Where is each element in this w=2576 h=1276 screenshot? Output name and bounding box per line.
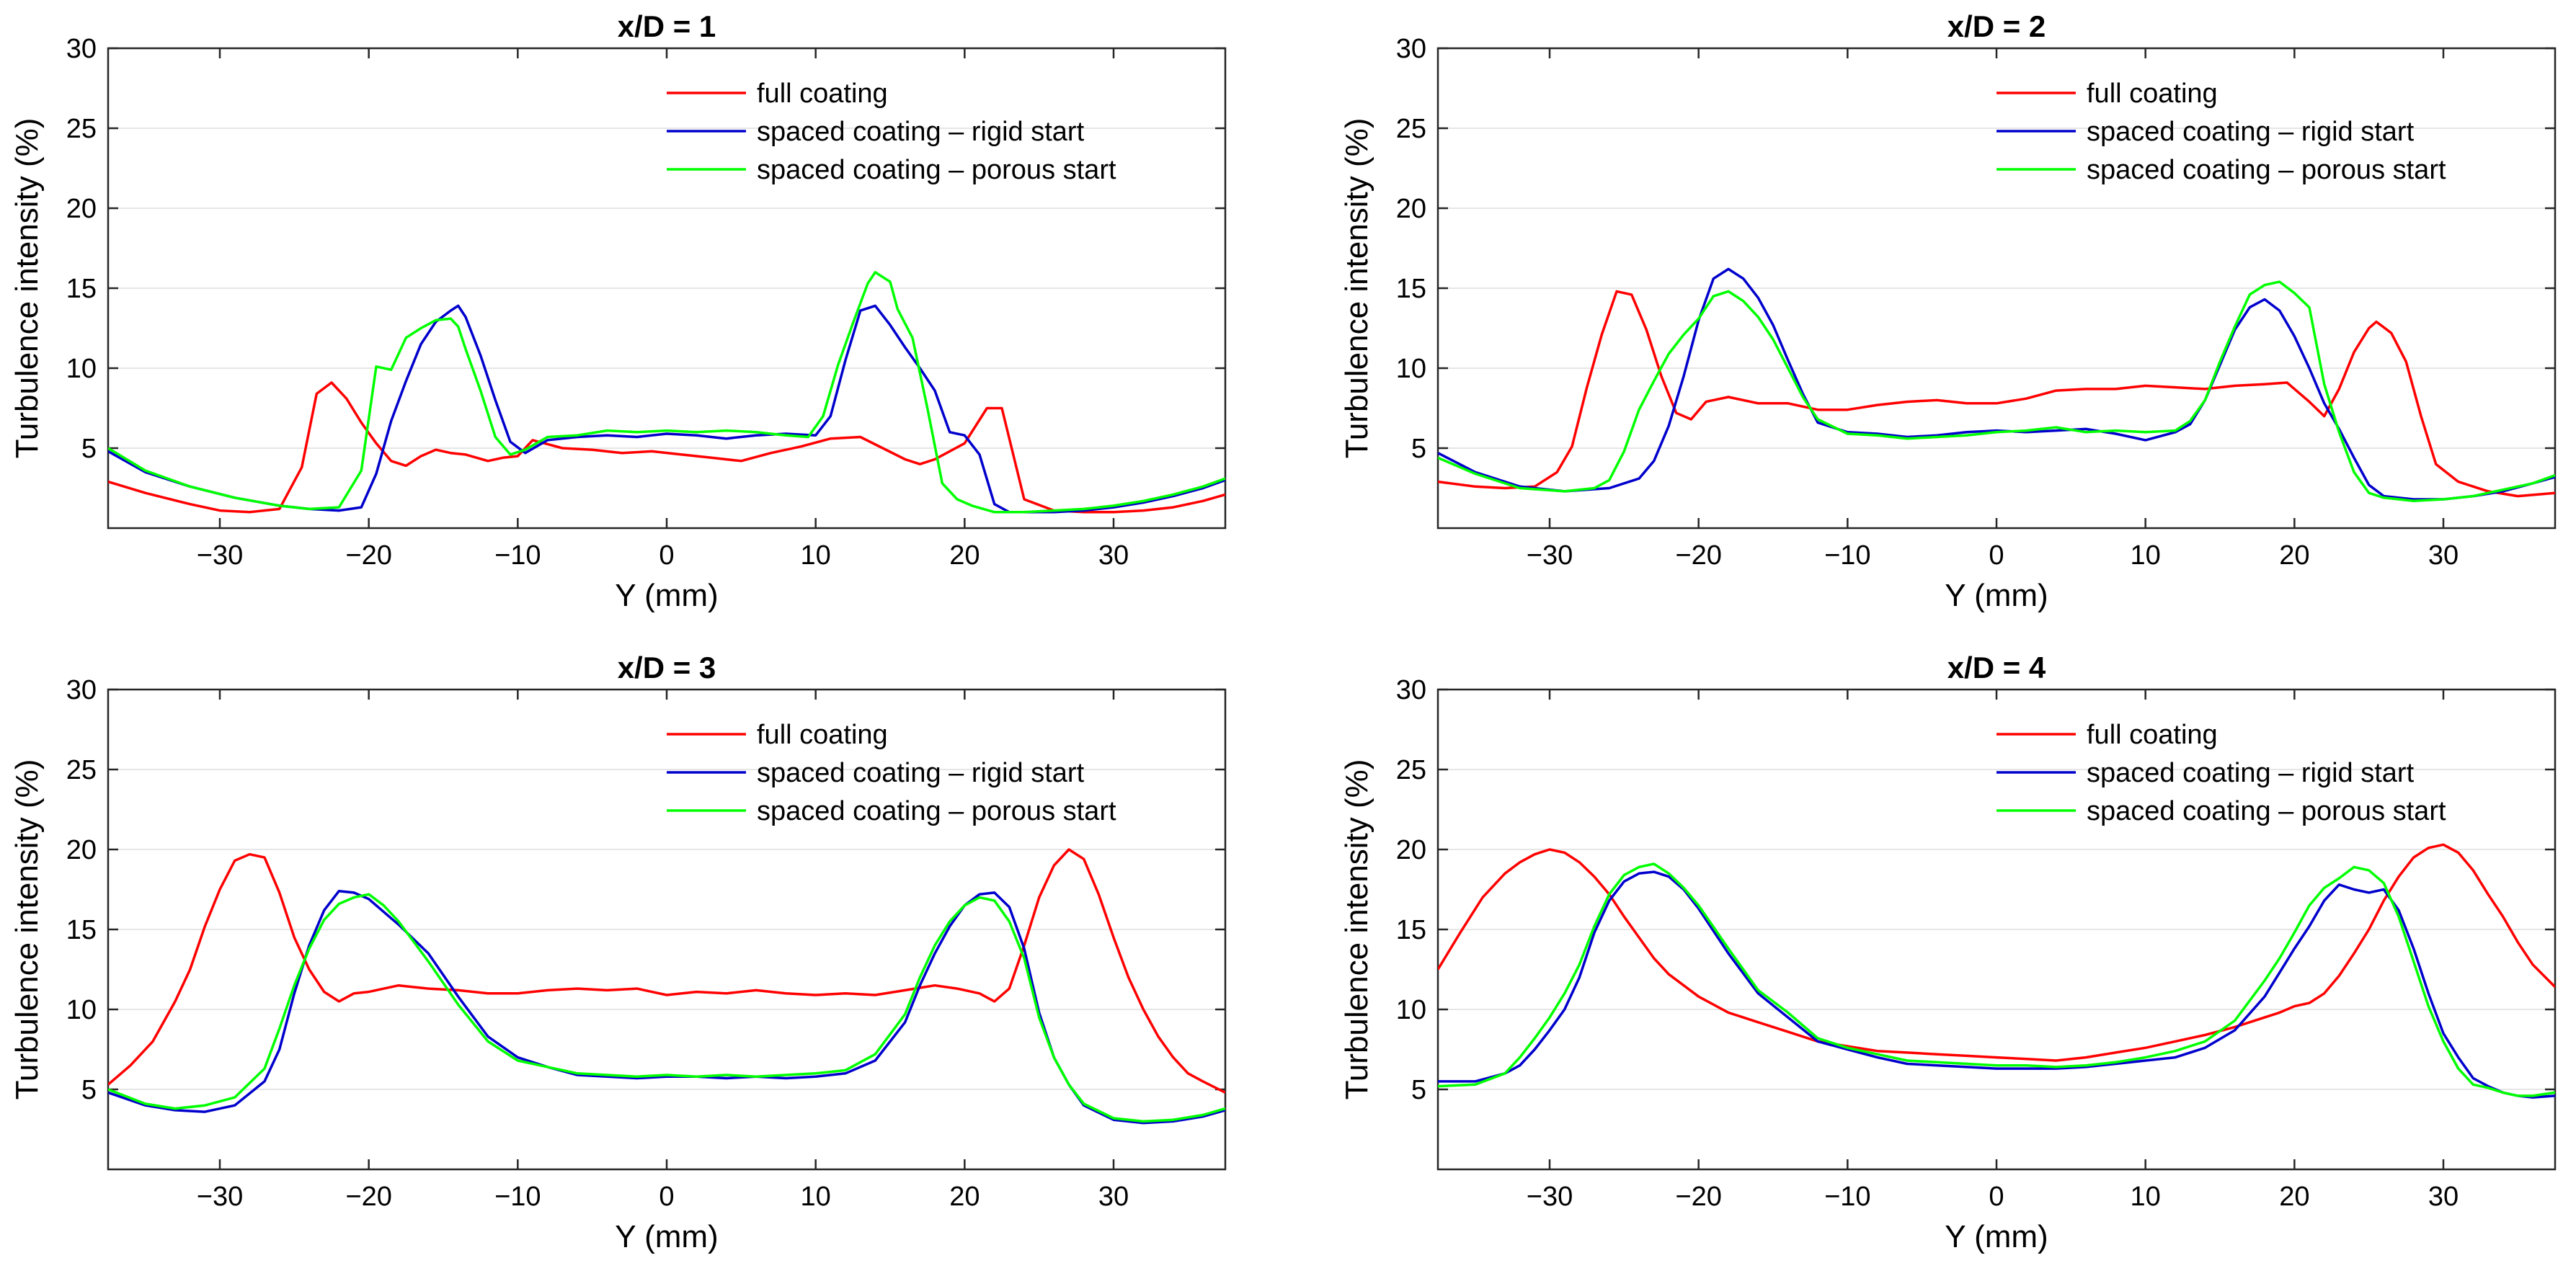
x-tick-label: 10	[2131, 1182, 2161, 1212]
legend-entry: full coating	[2087, 79, 2218, 109]
x-tick-label: −10	[1824, 540, 1870, 571]
legend: full coating spaced coating – rigid start…	[667, 79, 1116, 185]
legend-entry: spaced coating – porous start	[2087, 155, 2446, 185]
y-tick-label: 25	[1396, 755, 1426, 785]
x-tick-label: −30	[1527, 1182, 1573, 1212]
x-tick-label: 30	[2428, 1182, 2459, 1212]
y-axis-label: Turbulence intensity (%)	[1339, 759, 1374, 1100]
series-line-1	[108, 848, 1225, 1094]
x-tick-label: 20	[2279, 1182, 2309, 1212]
series-line-1	[1438, 843, 2555, 1062]
legend-entry: spaced coating – porous start	[757, 155, 1116, 185]
x-tick-label: −10	[494, 540, 541, 571]
x-tick-label: 0	[1989, 1182, 2004, 1212]
x-tick-label: 20	[949, 1182, 980, 1212]
x-axis-label: Y (mm)	[1945, 1219, 2048, 1254]
series-line-3	[108, 271, 1225, 514]
chart-panel-2: −30 −20 −10 0 10 20 30 5 10 15 20 25 30 x/D = 2 Y (mm)…	[1339, 9, 2557, 613]
legend-entry: spaced coating – rigid start	[757, 117, 1085, 147]
legend-entry: full coating	[757, 79, 888, 109]
legend-entry: full coating	[757, 720, 888, 750]
legend-entry: spaced coating – porous start	[2087, 796, 2446, 826]
y-tick-label: 15	[66, 915, 97, 945]
y-axis-label: Turbulence intensity (%)	[9, 118, 45, 459]
x-tick-label: −30	[197, 540, 243, 571]
x-tick-label: 10	[801, 1182, 831, 1212]
legend: full coating spaced coating – rigid start…	[1997, 720, 2446, 826]
chart-panel-3: −30 −20 −10 0 10 20 30 5 10 15 20 25 30 x/D = 3 Y (mm)…	[9, 651, 1227, 1254]
y-tick-label: 20	[1396, 835, 1426, 865]
x-tick-label: 10	[801, 540, 831, 571]
chart-title: x/D = 4	[1947, 651, 2046, 684]
series-line-3	[1438, 280, 2555, 503]
chart-title: x/D = 1	[618, 9, 716, 43]
x-tick-label: 30	[1098, 1182, 1129, 1212]
x-axis-label: Y (mm)	[1945, 578, 2048, 613]
x-tick-label: 0	[1989, 540, 2004, 571]
y-tick-label: 30	[1396, 675, 1426, 705]
y-axis-label: Turbulence intensity (%)	[9, 759, 45, 1100]
chart-title: x/D = 3	[618, 651, 716, 684]
chart-panel-4: −30 −20 −10 0 10 20 30 5 10 15 20 25 30 x/D = 4 Y (mm)…	[1339, 651, 2557, 1254]
x-tick-label: 30	[2428, 540, 2459, 571]
legend-entry: spaced coating – rigid start	[2087, 117, 2415, 147]
legend-entry: spaced coating – rigid start	[2087, 758, 2415, 788]
series-line-3	[1438, 862, 2555, 1097]
legend-entry: spaced coating – rigid start	[757, 758, 1085, 788]
y-tick-label: 5	[81, 434, 97, 464]
y-tick-label: 25	[66, 114, 97, 144]
y-tick-label: 15	[66, 274, 97, 304]
legend-entry: full coating	[2087, 720, 2218, 750]
y-tick-label: 15	[1396, 915, 1426, 945]
chart-panel-1: −30 −20 −10 0 10 20 30 5 10 15 20 25 30 x/D = 1 Y (mm)…	[9, 9, 1227, 613]
y-tick-label: 30	[1396, 34, 1426, 64]
y-tick-label: 20	[1396, 194, 1426, 224]
x-axis-label: Y (mm)	[615, 578, 718, 613]
series-line-2	[108, 889, 1225, 1125]
y-tick-label: 20	[66, 194, 97, 224]
y-tick-label: 10	[1396, 995, 1426, 1025]
y-tick-label: 5	[1411, 1075, 1426, 1105]
y-tick-label: 10	[66, 354, 97, 384]
series-line-1	[1438, 290, 2555, 498]
x-tick-label: −30	[197, 1182, 243, 1212]
x-tick-label: 20	[2279, 540, 2309, 571]
x-tick-label: 20	[949, 540, 980, 571]
x-tick-label: −20	[345, 1182, 391, 1212]
x-tick-label: 10	[2131, 540, 2161, 571]
x-axis-label: Y (mm)	[615, 1219, 718, 1254]
series-line-2	[1438, 267, 2555, 501]
y-axis-label: Turbulence intensity (%)	[1339, 118, 1374, 459]
x-tick-label: −20	[345, 540, 391, 571]
legend: full coating spaced coating – rigid start…	[1997, 79, 2446, 185]
x-tick-label: −20	[1675, 540, 1721, 571]
legend: full coating spaced coating – rigid start…	[667, 720, 1116, 826]
x-tick-label: −20	[1675, 1182, 1721, 1212]
series-line-2	[108, 304, 1225, 514]
series-line-3	[108, 893, 1225, 1123]
x-tick-label: 0	[659, 540, 674, 571]
chart-title: x/D = 2	[1947, 9, 2046, 43]
series-line-2	[1438, 870, 2555, 1099]
legend-entry: spaced coating – porous start	[757, 796, 1116, 826]
x-tick-label: −30	[1527, 540, 1573, 571]
x-tick-label: −10	[494, 1182, 541, 1212]
series-line-1	[108, 381, 1225, 514]
x-tick-label: 30	[1098, 540, 1129, 571]
y-tick-label: 5	[1411, 434, 1426, 464]
y-tick-label: 30	[66, 34, 97, 64]
y-tick-label: 10	[66, 995, 97, 1025]
y-tick-label: 5	[81, 1075, 97, 1105]
x-tick-label: 0	[659, 1182, 674, 1212]
y-tick-label: 25	[66, 755, 97, 785]
y-tick-label: 10	[1396, 354, 1426, 384]
x-tick-label: −10	[1824, 1182, 1870, 1212]
y-tick-label: 15	[1396, 274, 1426, 304]
y-tick-label: 30	[66, 675, 97, 705]
y-tick-label: 20	[66, 835, 97, 865]
y-tick-label: 25	[1396, 114, 1426, 144]
